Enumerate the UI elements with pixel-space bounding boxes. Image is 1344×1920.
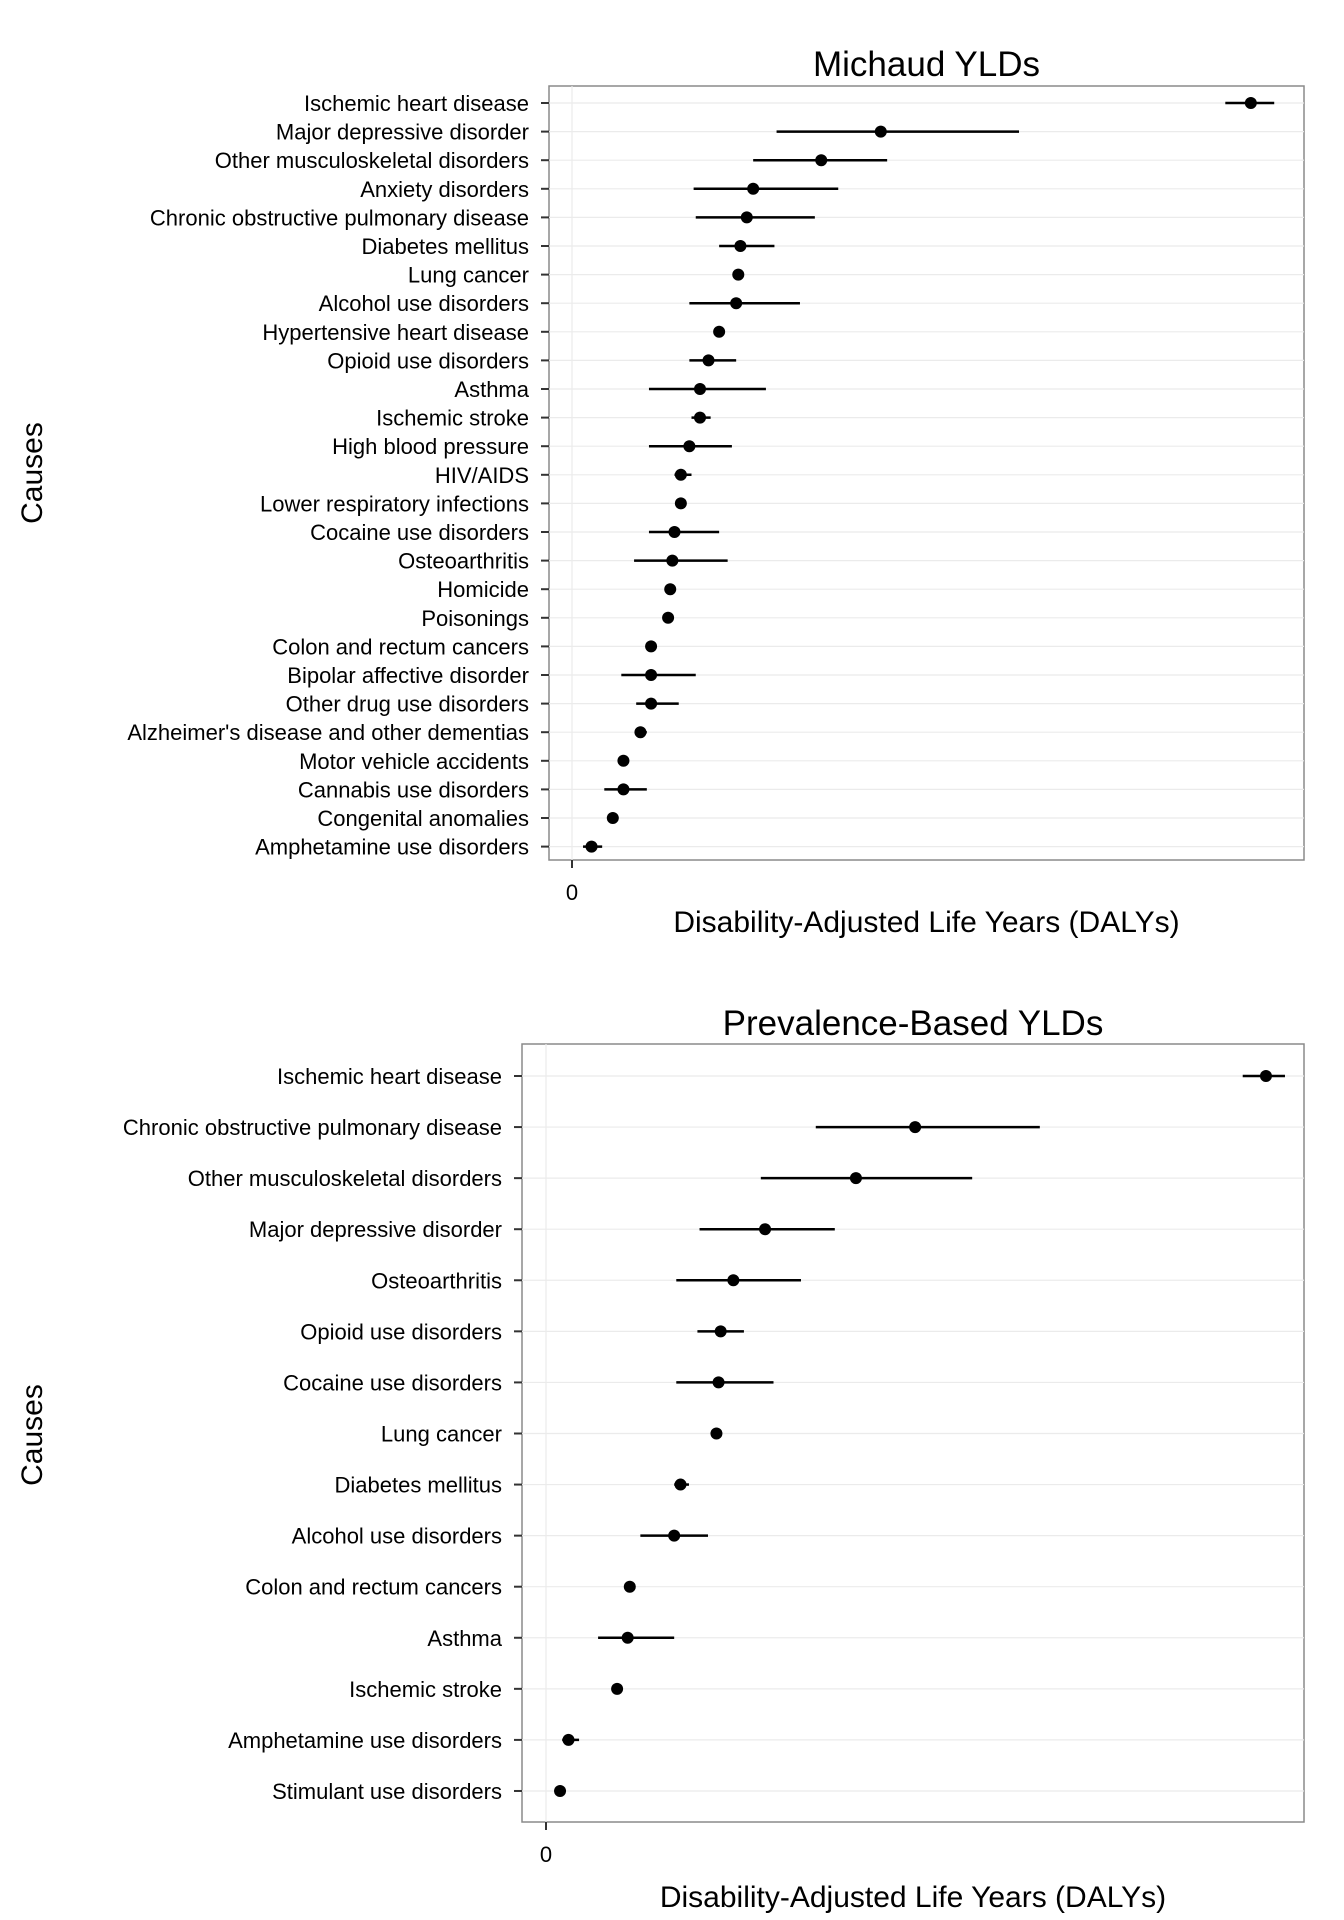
data-point [562,1733,575,1746]
y-tick-label: Poisonings [421,606,529,631]
y-tick-label: Bipolar affective disorder [287,663,529,688]
data-point [727,1274,740,1287]
data-point [815,154,828,167]
data-point [617,754,630,767]
y-tick-label: Congenital anomalies [317,806,529,831]
data-point [664,583,677,596]
data-point [621,1631,634,1644]
x-tick-label: 0 [566,880,578,905]
data-point [747,182,760,195]
y-tick-label: Colon and rectum cancers [245,1575,502,1600]
y-tick-label: Motor vehicle accidents [299,749,529,774]
data-point [668,526,681,538]
data-point [1259,1070,1272,1082]
y-tick-label: Ischemic stroke [376,406,529,431]
y-tick-label: Ischemic stroke [349,1677,502,1702]
y-tick-label: Diabetes mellitus [361,234,529,259]
y-tick-label: Amphetamine use disorders [255,835,529,860]
data-point [730,297,743,310]
y-tick-label: Lung cancer [408,263,529,288]
y-tick-label: Major depressive disorder [249,1217,502,1242]
chart-panel-1: Michaud YLDs Ischemic heart disease Major … [16,45,1305,939]
plot-panel [548,85,1305,861]
y-tick-label: Colon and rectum cancers [272,634,529,659]
chart-panel-2: Prevalence-Based YLDs Ischemic heart dise… [16,1004,1305,1914]
x-axis-title: Disability-Adjusted Life Years (DALYs) [673,906,1179,939]
y-tick-label: Osteoarthritis [398,549,529,574]
data-point [623,1580,636,1593]
y-tick-label: Chronic obstructive pulmonary disease [150,205,529,230]
y-tick-label: Major depressive disorder [276,120,529,145]
data-point [683,440,696,453]
y-axis-title: Causes [16,422,49,524]
y-tick-label: Homicide [437,577,529,602]
y-tick-label: Chronic obstructive pulmonary disease [123,1115,502,1140]
y-tick-label: Alcohol use disorders [319,291,529,316]
y-tick-label: HIV/AIDS [435,463,529,488]
y-tick-label: Opioid use disorders [327,348,529,373]
data-point [734,240,747,252]
data-point [713,325,726,338]
data-point [694,383,706,395]
y-tick-label: Asthma [454,377,529,402]
data-point [702,354,715,367]
data-point [909,1121,922,1134]
y-tick-label: Diabetes mellitus [334,1473,502,1498]
x-axis-title: Disability-Adjusted Life Years (DALYs) [660,1881,1166,1914]
data-point [714,1325,727,1338]
y-tick-label: Cannabis use disorders [298,777,529,802]
y-tick-label: Stimulant use disorders [272,1779,502,1804]
data-point [606,812,619,824]
data-point [645,640,658,653]
data-point [662,611,675,624]
chart-title: Michaud YLDs [813,45,1040,84]
y-tick-label: Amphetamine use disorders [228,1728,502,1753]
y-tick-label: Alzheimer's disease and other dementias [127,720,529,745]
chart-title: Prevalence-Based YLDs [723,1004,1104,1043]
data-point [585,840,598,853]
data-point [645,669,658,681]
y-tick-label: Lower respiratory infections [260,491,529,516]
y-tick-label: Other musculoskeletal disorders [215,148,529,173]
data-point [666,554,679,567]
data-point [740,211,753,224]
data-point [759,1223,772,1236]
y-tick-label: Asthma [427,1626,502,1651]
x-tick-label: 0 [540,1842,552,1867]
y-tick-label: Other musculoskeletal disorders [188,1166,502,1191]
y-tick-label: Hypertensive heart disease [262,320,529,345]
y-tick-label: Cocaine use disorders [310,520,529,545]
data-point [554,1784,567,1797]
y-axis-title: Causes [16,1384,49,1486]
data-point [668,1529,681,1542]
y-tick-label: Other drug use disorders [286,692,529,717]
y-tick-label: Cocaine use disorders [283,1370,502,1395]
data-point [1244,97,1257,109]
data-point [732,268,745,281]
data-point [710,1427,723,1440]
data-point [634,726,647,739]
data-point [674,468,687,481]
data-point [694,411,706,424]
y-tick-label: Opioid use disorders [300,1319,502,1344]
y-tick-label: High blood pressure [332,434,529,459]
data-point [645,697,658,710]
data-point [712,1376,725,1389]
data-point [617,783,630,796]
y-tick-label: Lung cancer [381,1421,502,1446]
y-tick-label: Anxiety disorders [360,177,529,202]
data-point [874,125,887,138]
data-point [611,1682,624,1695]
y-tick-label: Ischemic heart disease [277,1064,502,1089]
y-tick-label: Alcohol use disorders [292,1524,502,1549]
y-tick-label: Ischemic heart disease [304,91,529,116]
data-point [849,1172,862,1185]
data-point [674,1478,687,1491]
y-tick-label: Osteoarthritis [371,1268,502,1293]
data-point [674,497,687,510]
